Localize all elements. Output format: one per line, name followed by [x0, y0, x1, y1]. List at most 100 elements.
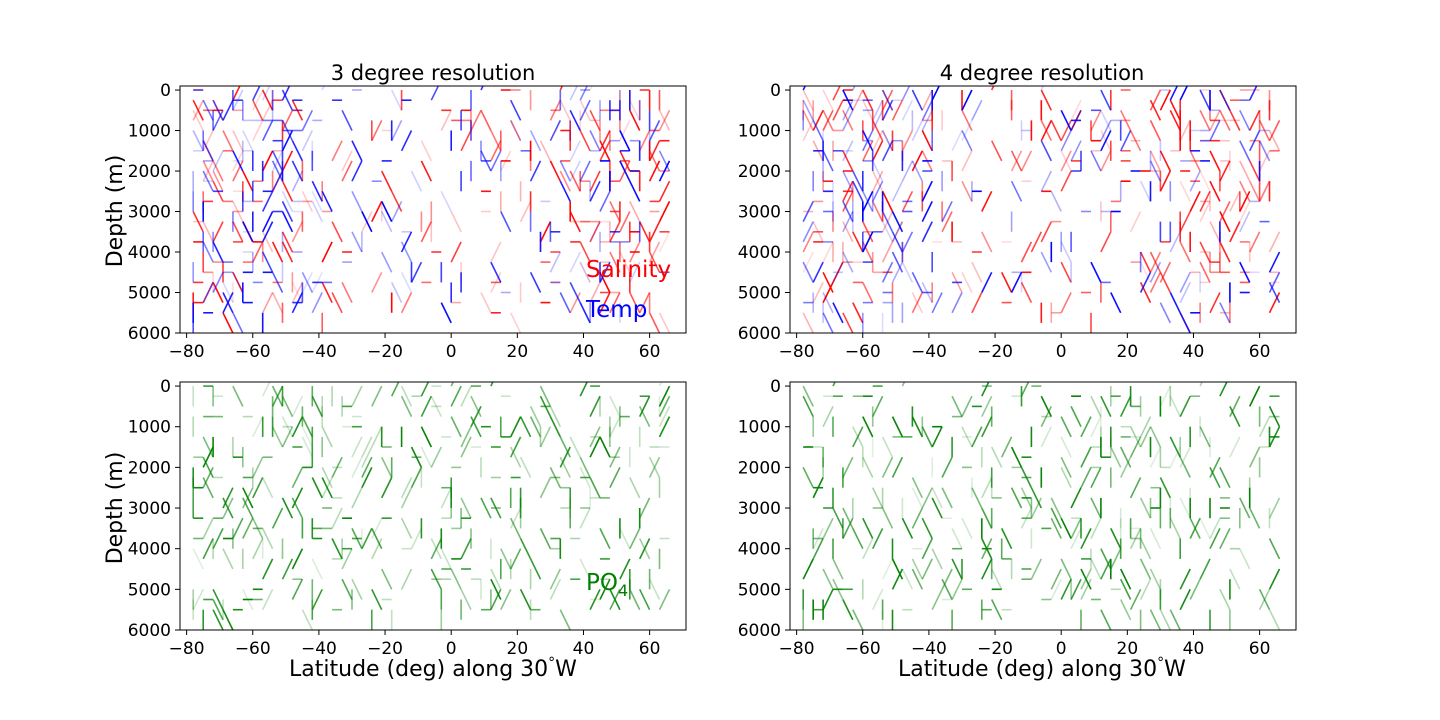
x-tick-label: −40: [911, 342, 947, 362]
segment-salinity: [648, 251, 661, 273]
segment-salinity: [1159, 261, 1172, 283]
y-tick-label: 2000: [128, 458, 171, 478]
segment-temp: [291, 160, 304, 182]
segment-salinity: [331, 140, 343, 162]
plot-area: [192, 86, 671, 333]
segment-po4: [1090, 558, 1102, 580]
axes-frame: [179, 381, 687, 631]
segment-po4: [658, 395, 671, 417]
segment-temp: [901, 231, 914, 253]
segment-salinity: [1239, 190, 1251, 212]
segment-po4: [390, 382, 400, 397]
segment-temp: [1239, 140, 1251, 162]
segment-temp: [242, 130, 254, 152]
segment-po4: [1080, 568, 1092, 590]
segment-salinity: [1000, 271, 1013, 293]
segment-temp: [1179, 86, 1189, 101]
segment-po4: [1050, 507, 1062, 529]
segment-po4: [901, 517, 914, 539]
segment-po4: [1268, 497, 1281, 519]
segment-po4: [921, 538, 933, 560]
segment-po4: [291, 578, 304, 600]
segment-salinity: [252, 120, 264, 142]
legend-po4: PO4: [586, 570, 628, 600]
segment-temp: [1239, 109, 1251, 131]
segment-temp: [812, 261, 824, 283]
segment-po4: [842, 517, 854, 539]
segment-po4: [361, 436, 373, 458]
segment-po4: [549, 568, 562, 590]
segment-salinity: [232, 221, 244, 243]
segment-temp: [569, 140, 581, 162]
segment-temp: [1060, 241, 1072, 263]
x-tick-label: 0: [446, 342, 457, 362]
segment-po4: [1050, 578, 1062, 600]
segment-temp: [400, 231, 413, 253]
segment-salinity: [1100, 150, 1112, 172]
y-tick-label: 0: [770, 81, 781, 101]
segment-salinity: [1129, 130, 1142, 152]
segment-temp: [380, 211, 393, 233]
segment-po4: [281, 395, 294, 417]
segment-po4: [430, 538, 443, 560]
x-tick-label: −40: [301, 342, 337, 362]
segment-temp: [1248, 86, 1258, 101]
segment-salinity: [1149, 99, 1162, 121]
segment-po4: [609, 395, 621, 417]
x-tick-label: 60: [1249, 639, 1271, 659]
segment-temp: [261, 190, 274, 212]
segment-salinity: [871, 130, 884, 152]
segment-po4: [812, 538, 824, 560]
x-tick-label: −80: [779, 639, 815, 659]
legend-temp: Temp: [585, 297, 647, 323]
segment-salinity: [291, 282, 304, 303]
x-tick-label: −20: [367, 639, 403, 659]
segment-salinity: [1020, 241, 1033, 263]
segment-temp: [1070, 140, 1082, 162]
x-tick-label: 20: [507, 342, 529, 362]
segment-salinity: [539, 221, 552, 243]
segment-temp: [480, 86, 484, 91]
xlabel-right: Latitude (deg) along 30°W: [898, 655, 1186, 682]
segment-po4: [981, 558, 993, 580]
segment-temp: [202, 241, 214, 263]
segment-po4: [1169, 446, 1181, 468]
segment-temp: [351, 231, 363, 253]
segment-salinity: [1248, 180, 1261, 202]
segment-po4: [579, 456, 591, 478]
segment-salinity: [559, 170, 571, 192]
segment-po4: [1060, 467, 1072, 489]
y-tick-label: 4000: [128, 540, 171, 560]
segment-temp: [291, 170, 304, 192]
segment-po4: [1258, 416, 1271, 438]
segment-po4: [1229, 436, 1241, 458]
segment-po4: [460, 436, 472, 458]
segment-po4: [579, 382, 589, 397]
segment-temp: [390, 120, 403, 142]
xlabel-left-suffix: W: [555, 657, 577, 682]
segment-po4: [1050, 568, 1062, 590]
segment-po4: [589, 426, 601, 448]
segment-po4: [822, 517, 834, 539]
segment-po4: [911, 558, 924, 580]
segment-po4: [321, 426, 333, 448]
segment-temp: [1219, 302, 1231, 324]
segment-po4: [1080, 578, 1092, 600]
segment-po4: [371, 588, 383, 611]
segment-po4: [539, 528, 552, 550]
segment-temp: [812, 120, 824, 142]
segment-salinity: [961, 150, 973, 172]
y-tick-label: 1000: [738, 418, 781, 438]
segment-po4: [981, 416, 993, 438]
segment-salinity: [852, 89, 864, 111]
segment-salinity: [589, 282, 601, 303]
segment-temp: [321, 86, 326, 91]
segment-temp: [842, 211, 854, 233]
segment-temp: [301, 109, 314, 131]
segment-po4: [579, 507, 591, 529]
segment-salinity: [281, 231, 294, 253]
segment-temp: [1060, 109, 1072, 131]
segment-temp: [291, 292, 304, 314]
segment-temp: [271, 150, 284, 172]
segment-po4: [509, 548, 522, 570]
